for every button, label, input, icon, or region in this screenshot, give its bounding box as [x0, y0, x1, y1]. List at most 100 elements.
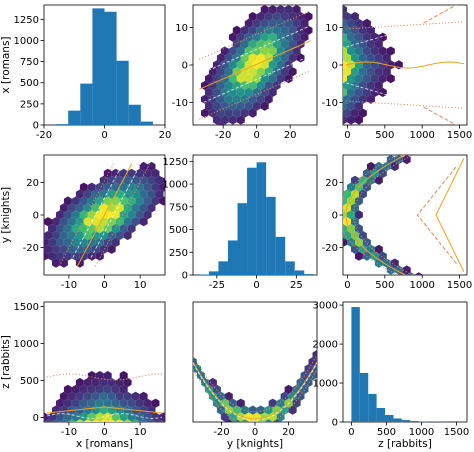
hexbin-cell: [67, 244, 76, 254]
hexbin-cell: [280, 39, 289, 49]
hexbin-cell: [240, 25, 249, 35]
hexbin-cell: [119, 412, 128, 422]
hexbin-cell: [143, 398, 152, 408]
hexbin-cell: [208, 108, 217, 118]
hexbin-cell: [355, 46, 363, 56]
hexbin-cell: [284, 74, 293, 84]
hexbin-cell: [288, 391, 297, 401]
hexbin-cell: [351, 108, 359, 118]
hexbin-cell: [244, 412, 253, 422]
hexbin-cell: [280, 391, 289, 401]
histogram-bar: [208, 271, 219, 275]
hexbin-cells: [44, 161, 165, 268]
hexbin-cell: [292, 18, 301, 28]
hexbin-cell: [260, 5, 269, 15]
hexbin-cell: [280, 67, 289, 77]
hexbin-cell: [268, 60, 277, 70]
hexbin-cell: [107, 175, 116, 185]
y-tick-label: 0: [33, 413, 39, 424]
median-line: [76, 163, 133, 267]
hexbin-cell: [343, 94, 351, 104]
median-line: [199, 40, 311, 90]
hexbin-cell: [216, 67, 225, 77]
median-line: [193, 368, 317, 422]
hexbin-cell: [284, 384, 293, 394]
hexbin-cell: [131, 189, 140, 199]
hexbin-cell: [276, 74, 285, 84]
hexbin-cell: [248, 39, 257, 49]
hexbin-cell: [256, 419, 265, 422]
hexbin-cell: [288, 25, 297, 35]
hexbin-cell: [355, 87, 363, 97]
x-tick-label: 20: [282, 427, 295, 438]
y-tick-label: 500: [20, 376, 39, 387]
hexbin-cell: [347, 210, 355, 220]
hexbin-cell: [63, 196, 72, 206]
hexbin-cell: [87, 196, 96, 206]
hexbin-cell: [212, 115, 221, 125]
hexbin-cell: [95, 224, 104, 234]
hexbin-cell: [220, 412, 229, 422]
hexbin-cell: [201, 94, 209, 104]
hexbin-cell: [343, 115, 347, 125]
hexbin-cell: [143, 196, 152, 206]
hexbin-cell: [343, 230, 351, 241]
hexbin-cell: [228, 87, 237, 97]
hexbin-cell: [216, 80, 225, 91]
hexbin-cell: [139, 391, 148, 401]
hexbin-cell: [351, 67, 359, 77]
hexbin-cell: [374, 39, 383, 49]
hexbin-cell: [83, 377, 92, 388]
hexbin-cell: [248, 80, 257, 91]
x-tick-label: 1500: [444, 427, 469, 438]
x-tick-label: 1500: [447, 280, 472, 291]
hexbin-cell: [386, 74, 395, 84]
hexbin-cell: [347, 32, 355, 42]
panel-z-hist: 0 500 1000 1500 0 1000 2000 3000 z [rabbits]: [313, 301, 470, 450]
quantile-line: [346, 100, 464, 109]
hexbin-cell: [374, 53, 383, 63]
hexbin-cell: [236, 46, 245, 56]
quantile-line: [423, 106, 458, 125]
hexbin-cell: [87, 210, 96, 220]
hexbin-cell: [79, 182, 88, 192]
hexbin-cell: [79, 210, 88, 220]
hexbin-cell: [95, 412, 104, 422]
hexbin-cell: [83, 391, 92, 401]
hexbin-cell: [139, 161, 148, 172]
hexbin-cell: [44, 419, 52, 422]
hexbin-cell: [343, 46, 347, 56]
x-tick-label: 0: [348, 427, 354, 438]
hexbin-cell: [284, 18, 293, 28]
quantile-line: [193, 362, 317, 421]
hexbin-cell: [163, 420, 165, 422]
hexbin-cell: [358, 80, 367, 91]
hexbin-cell: [147, 175, 156, 185]
hexbin-cell: [63, 384, 72, 394]
hexbin-cell: [358, 53, 367, 63]
hexbin-cell: [304, 11, 313, 22]
hexbin-cell: [252, 101, 261, 111]
hexbin-cell: [131, 203, 140, 213]
hexbin-cell: [75, 405, 84, 415]
hexbin-cell: [244, 18, 253, 28]
hexbin-cell: [151, 182, 160, 192]
hexbin-cell: [67, 217, 76, 227]
hexbin-cell: [123, 419, 132, 422]
hexbin-cell: [252, 74, 261, 84]
hexbin-cell: [414, 272, 423, 275]
hexbin-cell: [272, 405, 281, 415]
hexbin-cell: [256, 25, 265, 35]
hexbin-cell: [240, 94, 249, 104]
histogram-bar: [266, 196, 276, 275]
hexbin-cell: [56, 210, 64, 220]
y-tick-label: 750: [20, 57, 39, 68]
hexbin-cell: [343, 101, 347, 111]
hexbin-cells: [343, 155, 423, 275]
hexbin-cell: [374, 80, 383, 91]
hexbin-cell: [240, 108, 249, 118]
hexbin-cell: [268, 5, 277, 15]
hexbin-cell: [276, 5, 285, 15]
hexbin-cell: [358, 25, 367, 35]
